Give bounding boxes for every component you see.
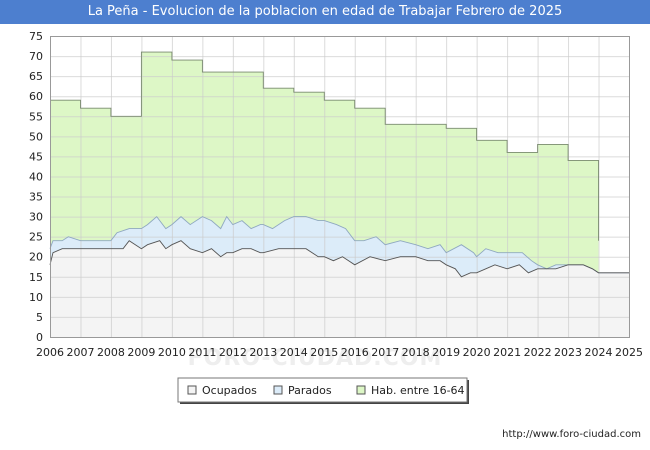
x-tick-label: 2010 [158, 346, 186, 359]
x-tick-label: 2011 [188, 346, 216, 359]
x-tick-label: 2013 [249, 346, 277, 359]
series-area-ocupados [50, 240, 629, 337]
legend-label-ocupados: Ocupados [202, 384, 257, 397]
y-tick-label: 35 [29, 191, 43, 204]
legend-label-parados: Parados [288, 384, 332, 397]
y-tick-label: 55 [29, 110, 43, 123]
x-tick-label: 2015 [310, 346, 338, 359]
legend-box [177, 377, 468, 403]
x-tick-label: 2009 [127, 346, 155, 359]
legend-swatch-hab [356, 385, 366, 395]
y-tick-label: 5 [36, 311, 43, 324]
legend: Ocupados Parados Hab. entre 16-64 [177, 377, 469, 404]
legend-swatch-parados [273, 385, 283, 395]
y-tick-label: 15 [29, 271, 43, 284]
y-tick-label: 40 [29, 170, 43, 183]
y-tick-label: 20 [29, 251, 43, 264]
x-tick-label: 2017 [371, 346, 399, 359]
x-tick-label: 2008 [97, 346, 125, 359]
x-tick-label: 2020 [463, 346, 491, 359]
plot-border [50, 36, 630, 338]
y-tick-label: 60 [29, 90, 43, 103]
x-tick-label: 2021 [493, 346, 521, 359]
footer-url[interactable]: http://www.foro-ciudad.com [502, 429, 641, 440]
x-tick-label: 2018 [402, 346, 430, 359]
y-tick-label: 45 [29, 150, 43, 163]
x-tick-label: 2019 [432, 346, 460, 359]
y-tick-label: 0 [36, 331, 43, 344]
x-tick-label: 2022 [524, 346, 552, 359]
legend-swatch-ocupados [187, 385, 197, 395]
y-tick-label: 70 [29, 50, 43, 63]
y-tick-label: 30 [29, 211, 43, 224]
y-tick-label: 50 [29, 130, 43, 143]
x-tick-label: 2016 [341, 346, 369, 359]
series-line-parados [49, 215, 629, 274]
x-tick-label: 2006 [36, 346, 64, 359]
x-tick-label: 2024 [585, 346, 613, 359]
y-tick-label: 65 [29, 70, 43, 83]
x-tick-label: 2025 [615, 346, 643, 359]
x-tick-label: 2007 [66, 346, 94, 359]
x-tick-label: 2012 [219, 346, 247, 359]
y-tick-label: 75 [29, 30, 43, 43]
population-chart: FORO-CIUDAD.COM 051015202530354045505560… [0, 24, 650, 450]
x-tick-label: 2023 [554, 346, 582, 359]
y-tick-label: 25 [29, 231, 43, 244]
y-tick-label: 10 [29, 291, 43, 304]
chart-title: La Peña - Evolucion de la poblacion en e… [0, 0, 650, 24]
watermark-text: FORO-CIUDAD.COM [188, 346, 443, 371]
series-line-hab [50, 51, 599, 241]
x-tick-label: 2014 [280, 346, 308, 359]
legend-label-hab: Hab. entre 16-64 [371, 384, 465, 397]
series-line-ocupados [49, 240, 629, 278]
